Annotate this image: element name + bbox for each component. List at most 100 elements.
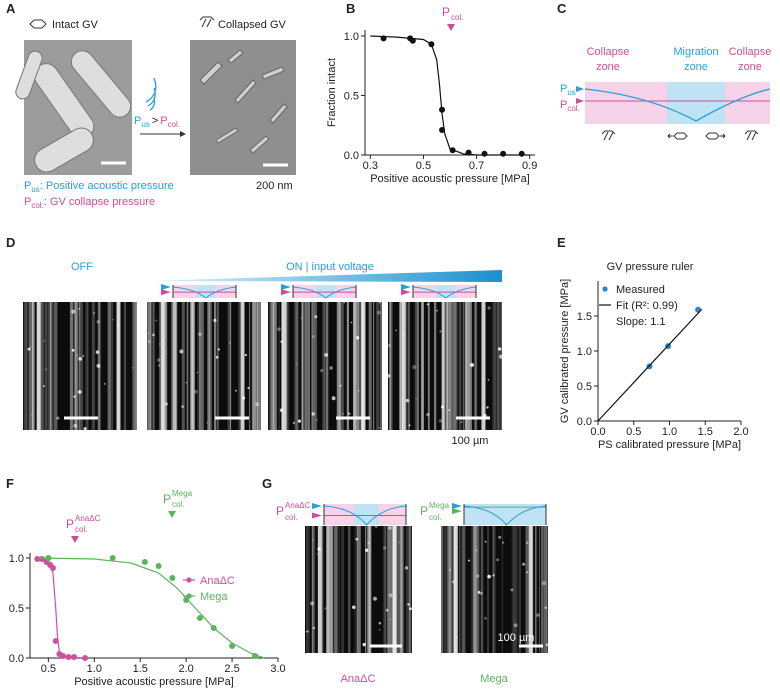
speckle <box>280 340 283 344</box>
marker <box>576 98 584 104</box>
marker <box>452 508 462 515</box>
streak <box>91 302 96 430</box>
scale-label: 100 µm <box>498 632 535 644</box>
streak <box>191 302 193 430</box>
gv-state-icons <box>601 130 759 141</box>
panel-label: F <box>6 476 14 491</box>
streak <box>111 302 114 430</box>
streak <box>334 526 338 653</box>
streak <box>197 302 201 430</box>
pressure-curve <box>412 286 477 299</box>
streak <box>23 302 27 430</box>
streak <box>191 302 195 430</box>
streak <box>79 302 84 430</box>
legend-dot <box>602 286 608 292</box>
streak <box>326 526 330 653</box>
y-tick-label: 1.0 <box>344 31 359 43</box>
annotation-sup: AnaΔC <box>75 514 101 523</box>
streak <box>407 302 410 430</box>
channel-images <box>305 503 549 653</box>
streak <box>40 302 44 430</box>
speckle <box>469 362 474 368</box>
streak <box>480 526 484 653</box>
speckle <box>486 406 489 409</box>
streak <box>421 302 424 430</box>
speckle <box>513 623 518 628</box>
speckle <box>43 340 45 342</box>
y-tick-label: 1.0 <box>9 553 24 565</box>
speckle <box>331 396 336 401</box>
speckle <box>541 581 546 586</box>
speckle <box>456 636 458 639</box>
streak <box>78 302 81 430</box>
speckle <box>310 601 314 606</box>
collapse-zone <box>725 82 770 124</box>
streak <box>164 302 167 430</box>
speckle <box>476 574 480 578</box>
streak <box>341 526 344 653</box>
p-symbol: P <box>24 180 31 192</box>
streak <box>499 302 501 430</box>
streak <box>50 302 54 430</box>
streak <box>448 526 452 653</box>
speckle <box>116 323 119 326</box>
streak <box>434 302 437 430</box>
p-label: P Mega col. <box>420 501 450 522</box>
streak <box>443 302 445 430</box>
channel-images <box>23 284 505 431</box>
streak <box>487 526 489 653</box>
legend-label: Mega <box>200 591 228 603</box>
p-sub: col. <box>168 120 180 129</box>
streak <box>461 526 466 653</box>
legend-label: Fit (R²: 0.99) <box>616 300 678 312</box>
streak <box>31 302 35 430</box>
speckle <box>96 320 100 324</box>
streak <box>330 526 334 653</box>
voltage-wedge <box>148 270 502 282</box>
speckle <box>95 350 100 354</box>
x-tick-label: 0.3 <box>363 160 378 172</box>
streak <box>441 302 445 430</box>
y-tick-label: 1.5 <box>577 311 592 323</box>
streak <box>458 302 462 430</box>
streak <box>517 526 519 653</box>
streak <box>399 302 402 430</box>
speckle <box>157 364 161 367</box>
speckle <box>131 367 134 369</box>
streak <box>535 526 537 653</box>
streak <box>336 302 341 430</box>
streak <box>305 302 307 430</box>
speckle <box>342 412 344 415</box>
streak <box>450 526 455 653</box>
streak <box>323 302 325 430</box>
speckle <box>73 395 76 398</box>
streak <box>465 302 470 430</box>
streak <box>248 302 251 430</box>
speckle <box>487 306 491 310</box>
speckle <box>460 421 463 423</box>
streak <box>466 302 471 430</box>
legend-text: : Positive acoustic pressure <box>40 180 174 192</box>
speckle <box>388 593 393 598</box>
streak <box>311 302 314 430</box>
intact-label: Intact GV <box>52 19 99 31</box>
streak <box>294 302 298 430</box>
panel-label: E <box>557 235 566 250</box>
speckle <box>426 412 430 417</box>
streak <box>47 302 51 430</box>
zone-label: Collapse <box>729 46 772 58</box>
speckle <box>402 333 406 337</box>
streak <box>388 302 392 430</box>
speckle <box>44 368 47 371</box>
streak <box>73 302 78 430</box>
streak <box>208 302 211 430</box>
x-tick-label: 0.5 <box>626 426 641 438</box>
streak <box>192 302 195 430</box>
speckle <box>497 347 502 351</box>
y-tick-label: 0.5 <box>344 90 359 102</box>
streak <box>441 302 446 430</box>
x-axis-label: Positive acoustic pressure [MPa] <box>370 173 530 185</box>
fit-line <box>34 557 67 659</box>
streak <box>325 302 329 430</box>
annotation-marker <box>71 536 79 543</box>
